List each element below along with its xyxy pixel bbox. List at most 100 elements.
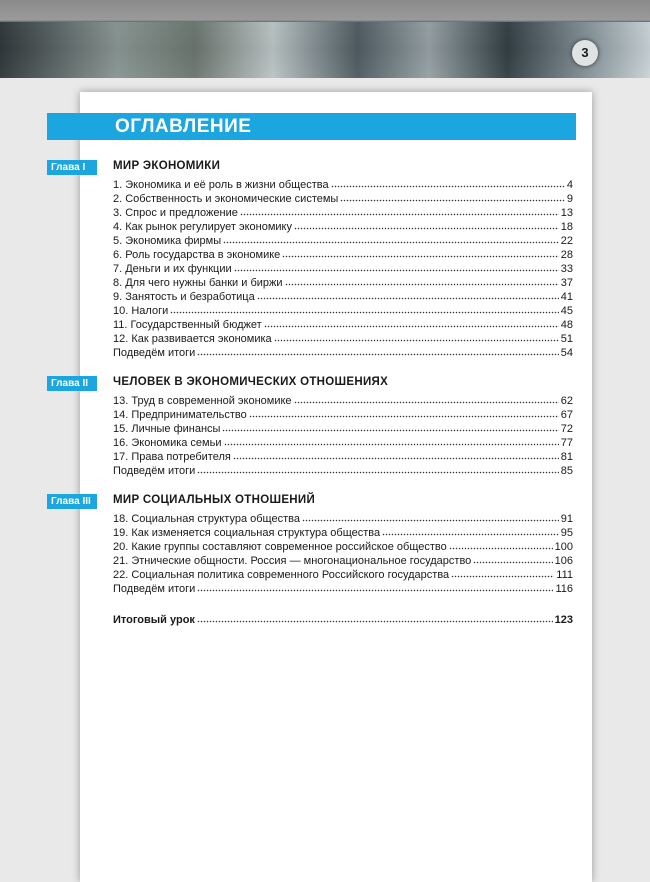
entry-title: 19. Как изменяется социальная структура … bbox=[113, 527, 381, 539]
toc-entry: 21. Этнические общности. Россия — многон… bbox=[113, 555, 573, 568]
entry-title: Подведём итоги bbox=[113, 347, 196, 359]
entry-title: 16. Экономика семьи bbox=[113, 437, 222, 449]
entry-page: 51 bbox=[560, 333, 573, 345]
toc-entry: 8. Для чего нужны банки и биржи 37 bbox=[113, 277, 573, 290]
toc-entry: 17. Права потребителя 81 bbox=[113, 451, 573, 464]
entry-title: 15. Личные финансы bbox=[113, 423, 221, 435]
chapter-label: Глава III bbox=[47, 494, 97, 509]
chapter-title: МИР СОЦИАЛЬНЫХ ОТНОШЕНИЙ bbox=[113, 494, 316, 506]
entry-page: 67 bbox=[560, 409, 573, 421]
entry-title: 14. Предпринимательство bbox=[113, 409, 247, 421]
entry-page: 9 bbox=[566, 193, 573, 205]
dot-leader bbox=[196, 620, 553, 623]
page-number: 3 bbox=[572, 40, 598, 66]
entry-title: 21. Этнические общности. Россия — многон… bbox=[113, 555, 472, 567]
toc-entry: Подведём итоги 54 bbox=[113, 347, 573, 360]
dot-leader bbox=[232, 457, 559, 460]
entry-title: 11. Государственный бюджет bbox=[113, 319, 262, 331]
entry-title: Итоговый урок bbox=[113, 614, 195, 626]
entry-page: 18 bbox=[560, 221, 573, 233]
dot-leader bbox=[451, 575, 555, 578]
entry-page: 77 bbox=[560, 437, 573, 449]
entry-title: 9. Занятость и безработица bbox=[113, 291, 255, 303]
dot-leader bbox=[382, 533, 559, 536]
toc-entry: 12. Как развивается экономика 51 bbox=[113, 333, 573, 346]
toc-entry: 11. Государственный бюджет 48 bbox=[113, 319, 573, 332]
dot-leader bbox=[248, 415, 559, 418]
entry-title: 12. Как развивается экономика bbox=[113, 333, 272, 345]
entry-title: 13. Труд в современной экономике bbox=[113, 395, 292, 407]
toc-entry: 16. Экономика семьи 77 bbox=[113, 437, 573, 450]
entry-title: 18. Социальная структура общества bbox=[113, 513, 300, 525]
entry-page: 85 bbox=[560, 465, 573, 477]
toc-entry: Подведём итоги 85 bbox=[113, 465, 573, 478]
entry-page: 28 bbox=[560, 249, 573, 261]
toc-entry: 18. Социальная структура общества 91 bbox=[113, 513, 573, 526]
dot-leader bbox=[197, 589, 554, 592]
header-photo bbox=[0, 22, 650, 78]
entry-page: 4 bbox=[566, 179, 573, 191]
toc-entry: 5. Экономика фирмы 22 bbox=[113, 235, 573, 248]
toc-entry: 4. Как рынок регулирует экономику 18 bbox=[113, 221, 573, 234]
entry-title: 4. Как рынок регулирует экономику bbox=[113, 221, 292, 233]
toc-entry: 9. Занятость и безработица 41 bbox=[113, 291, 573, 304]
entry-title: 5. Экономика фирмы bbox=[113, 235, 222, 247]
entry-page: 13 bbox=[560, 207, 573, 219]
entry-title: 17. Права потребителя bbox=[113, 451, 231, 463]
dot-leader bbox=[239, 213, 559, 216]
chapter-label: Глава I bbox=[47, 160, 97, 175]
entry-page: 37 bbox=[560, 277, 573, 289]
entry-page: 62 bbox=[560, 395, 573, 407]
entry-page: 106 bbox=[554, 555, 573, 567]
dot-leader bbox=[330, 185, 565, 188]
chapter-title: МИР ЭКОНОМИКИ bbox=[113, 160, 221, 172]
entry-title: 22. Социальная политика современного Рос… bbox=[113, 569, 450, 581]
entry-page: 123 bbox=[554, 614, 573, 626]
entry-page: 45 bbox=[560, 305, 573, 317]
entry-page: 91 bbox=[560, 513, 573, 525]
entry-title: Подведём итоги bbox=[113, 465, 196, 477]
entry-page: 81 bbox=[560, 451, 573, 463]
entry-title: 3. Спрос и предложение bbox=[113, 207, 238, 219]
entry-page: 116 bbox=[555, 583, 573, 595]
toc-entry: 2. Собственность и экономические системы… bbox=[113, 193, 573, 206]
dot-leader bbox=[233, 269, 559, 272]
entry-title: Подведём итоги bbox=[113, 583, 196, 595]
header-band bbox=[0, 0, 650, 78]
entry-page: 33 bbox=[560, 263, 573, 275]
toc-entry: 22. Социальная политика современного Рос… bbox=[113, 569, 573, 582]
dot-leader bbox=[222, 429, 559, 432]
entry-title: 7. Деньги и их функции bbox=[113, 263, 232, 275]
dot-leader bbox=[284, 283, 559, 286]
dot-leader bbox=[473, 561, 553, 564]
dot-leader bbox=[282, 255, 559, 258]
entry-page: 41 bbox=[560, 291, 573, 303]
dot-leader bbox=[273, 339, 559, 342]
dot-leader bbox=[223, 241, 559, 244]
entry-title: 8. Для чего нужны банки и биржи bbox=[113, 277, 283, 289]
dot-leader bbox=[197, 353, 559, 356]
chapter-title: ЧЕЛОВЕК В ЭКОНОМИЧЕСКИХ ОТНОШЕНИЯХ bbox=[113, 376, 389, 388]
toc-entry: 15. Личные финансы 72 bbox=[113, 423, 573, 436]
entry-page: 100 bbox=[554, 541, 573, 553]
toc-entry: 6. Роль государства в экономике 28 bbox=[113, 249, 573, 262]
toc-entry: 14. Предпринимательство 67 bbox=[113, 409, 573, 422]
toc-entry: Подведём итоги 116 bbox=[113, 583, 573, 596]
entry-page: 72 bbox=[560, 423, 573, 435]
toc-entry: 7. Деньги и их функции 33 bbox=[113, 263, 573, 276]
entry-title: 1. Экономика и её роль в жизни общества bbox=[113, 179, 329, 191]
dot-leader bbox=[448, 547, 553, 550]
sheet bbox=[80, 92, 592, 882]
dot-leader bbox=[263, 325, 559, 328]
entry-title: 10. Налоги bbox=[113, 305, 169, 317]
contents-title: ОГЛАВЛЕНИЕ bbox=[47, 113, 576, 140]
dot-leader bbox=[197, 471, 559, 474]
toc-entry: 20. Какие группы составляют современное … bbox=[113, 541, 573, 554]
entry-page: 54 bbox=[560, 347, 573, 359]
toc-entry: 10. Налоги 45 bbox=[113, 305, 573, 318]
toc-entry: 3. Спрос и предложение 13 bbox=[113, 207, 573, 220]
dot-leader bbox=[256, 297, 559, 300]
dot-leader bbox=[293, 401, 559, 404]
dot-leader bbox=[170, 311, 559, 314]
entry-title: 6. Роль государства в экономике bbox=[113, 249, 281, 261]
